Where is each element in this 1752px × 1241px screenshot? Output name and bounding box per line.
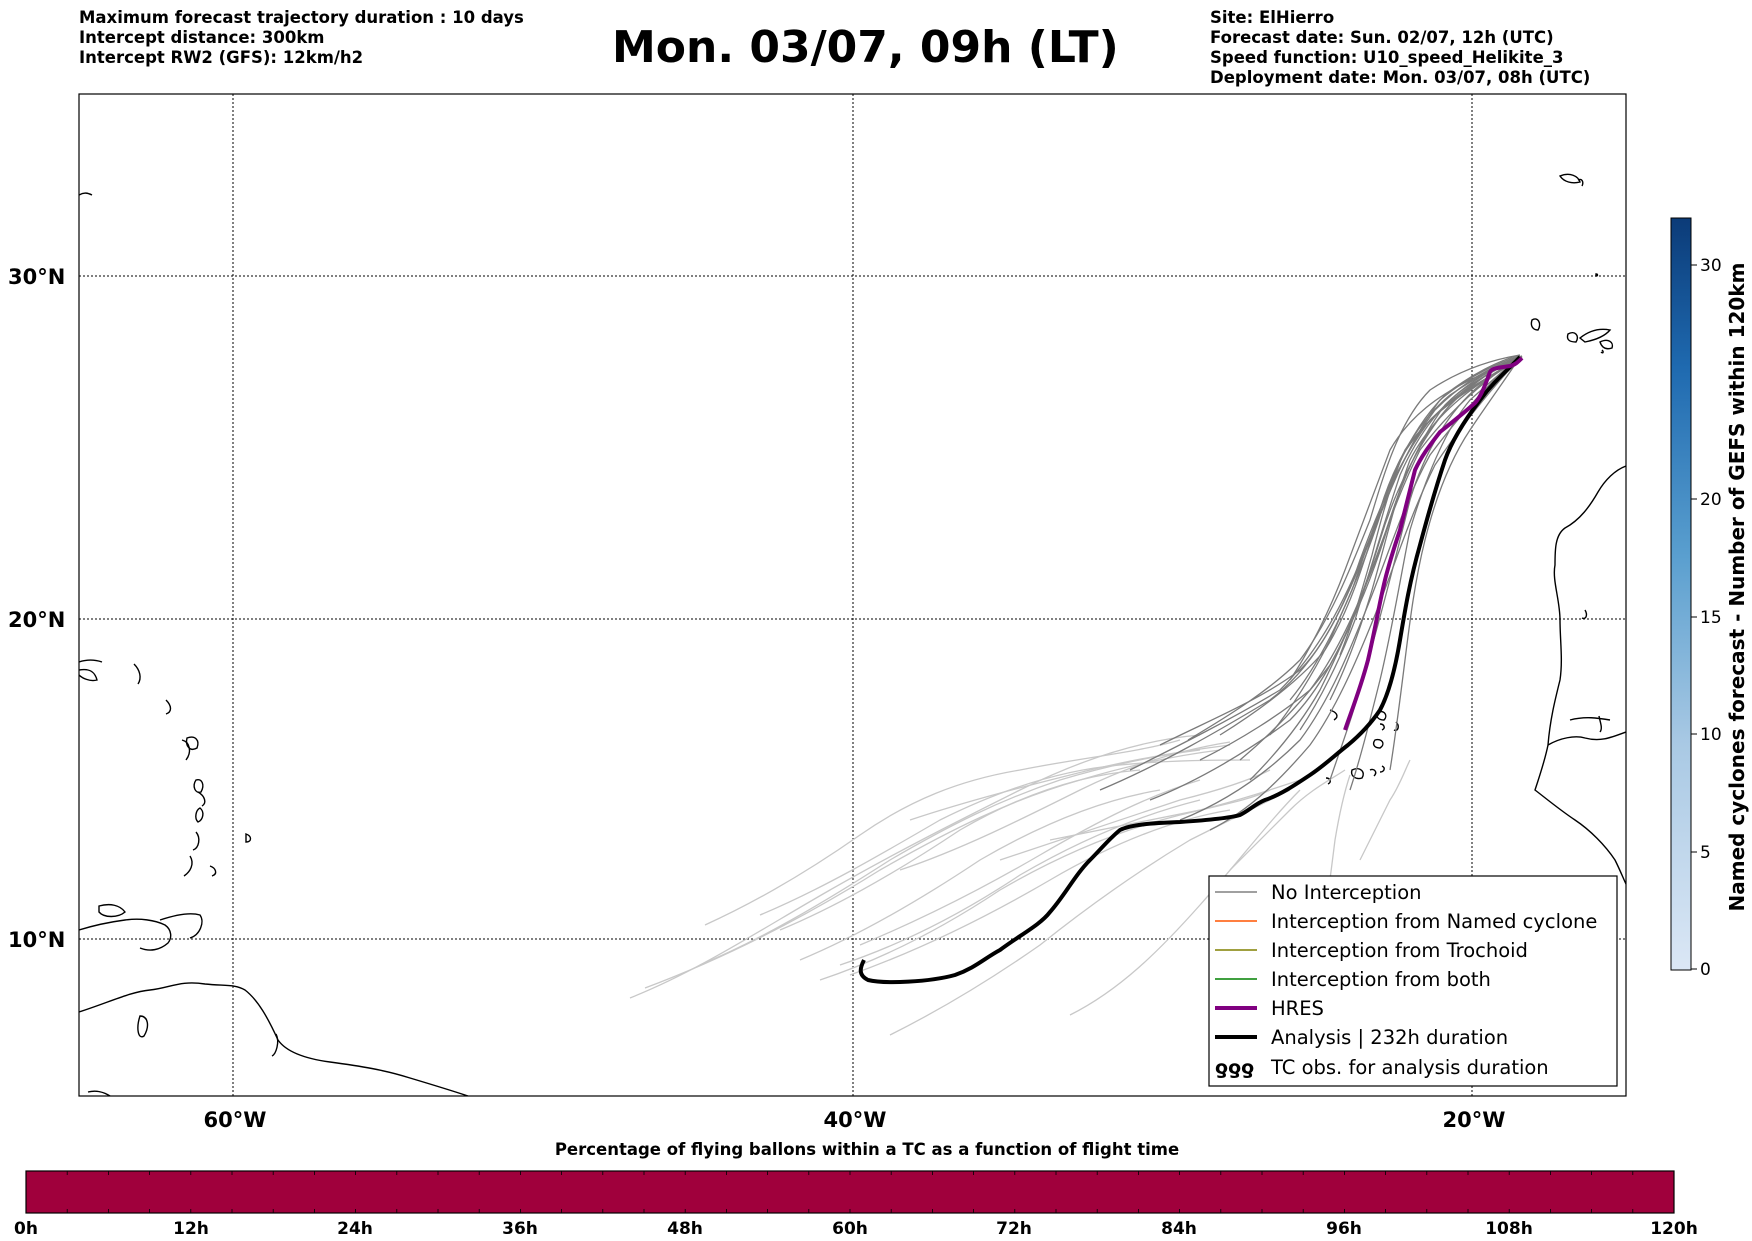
legend-label-tc-obs: TC obs. for analysis duration	[1270, 1056, 1549, 1079]
cb-right-tick-30: 30	[1700, 256, 1722, 276]
cb-bottom-tick-108h: 108h	[1485, 1219, 1533, 1239]
lon-label-20w: 20°W	[1443, 1108, 1506, 1132]
header-info-right: Site: ElHierro Forecast date: Sun. 02/07…	[1210, 8, 1590, 88]
legend-label-no-interception: No Interception	[1271, 881, 1422, 904]
lat-label-20n: 20°N	[8, 608, 65, 632]
colorbar-bottom-ticks: 0h 12h 24h 36h 48h 60h 72h 84h 96h 108h …	[14, 1219, 1698, 1239]
header-line-forecast-date: Forecast date: Sun. 02/07, 12h (UTC)	[1210, 28, 1554, 47]
legend-item-hres: HRES	[1215, 997, 1324, 1020]
cb-bottom-tick-84h: 84h	[1161, 1219, 1197, 1239]
page-title: Mon. 03/07, 09h (LT)	[612, 22, 1119, 73]
legend-item-trochoid: Interception from Trochoid	[1215, 939, 1528, 962]
header-line-distance: Intercept distance: 300km	[79, 28, 325, 47]
cb-right-tick-20: 20	[1700, 490, 1722, 510]
colorbar-bottom-title: Percentage of flying ballons within a TC…	[555, 1140, 1179, 1159]
legend-label-analysis: Analysis | 232h duration	[1271, 1026, 1508, 1049]
colorbar-right: 30 20 15 10 5 0 Named cyclones forecast …	[1670, 217, 1749, 980]
lon-label-60w: 60°W	[204, 1108, 267, 1132]
colorbar-right-gradient	[1670, 217, 1692, 971]
header-line-speed-function: Speed function: U10_speed_Helikite_3	[1210, 48, 1564, 67]
colorbar-right-ticks: 30 20 15 10 5 0	[1700, 256, 1722, 980]
header-line-deployment-date: Deployment date: Mon. 03/07, 08h (UTC)	[1210, 68, 1591, 87]
legend-item-tc-obs: ƍƍƍ TC obs. for analysis duration	[1215, 1056, 1549, 1079]
colorbar-bottom-bar	[25, 1170, 1675, 1214]
colorbar-right-label: Named cyclones forecast - Number of GEFS…	[1725, 263, 1749, 912]
header-line-site: Site: ElHierro	[1210, 8, 1335, 27]
cb-right-tick-15: 15	[1700, 608, 1722, 628]
map-frame	[78, 93, 1627, 1097]
lon-label-40w: 40°W	[824, 1108, 887, 1132]
legend-item-analysis: Analysis | 232h duration	[1215, 1026, 1508, 1049]
coastlines	[79, 173, 1626, 1096]
legend-label-named-cyclone: Interception from Named cyclone	[1271, 910, 1597, 933]
cb-right-tick-10: 10	[1700, 725, 1722, 745]
latitude-labels: 30°N 20°N 10°N	[8, 265, 65, 952]
longitude-labels: 60°W 40°W 20°W	[204, 1108, 1506, 1132]
cb-right-tick-5: 5	[1700, 843, 1711, 863]
cb-bottom-tick-36h: 36h	[502, 1219, 538, 1239]
colorbar-right-tickmarks	[1691, 264, 1697, 970]
cb-bottom-tick-120h: 120h	[1650, 1219, 1698, 1239]
legend-label-hres: HRES	[1271, 997, 1324, 1020]
cb-bottom-tick-96h: 96h	[1326, 1219, 1362, 1239]
legend: No Interception Interception from Named …	[1208, 875, 1618, 1087]
lat-label-10n: 10°N	[8, 928, 65, 952]
hres-trajectory	[1343, 356, 1524, 731]
legend-box	[1208, 875, 1618, 1087]
header-line-intercept: Intercept RW2 (GFS): 12km/h2	[79, 48, 364, 67]
colorbar-bottom: Percentage of flying ballons within a TC…	[14, 1140, 1698, 1239]
cb-right-tick-0: 0	[1700, 960, 1711, 980]
legend-item-named-cyclone: Interception from Named cyclone	[1215, 910, 1597, 933]
header-line-duration: Maximum forecast trajectory duration : 1…	[79, 8, 524, 27]
cb-bottom-tick-60h: 60h	[832, 1219, 868, 1239]
legend-item-both: Interception from both	[1215, 968, 1491, 991]
tc-obs-symbol-icon: ƍƍƍ	[1215, 1057, 1254, 1079]
legend-label-trochoid: Interception from Trochoid	[1271, 939, 1528, 962]
cb-bottom-tick-72h: 72h	[996, 1219, 1032, 1239]
cb-bottom-tick-48h: 48h	[667, 1219, 703, 1239]
legend-label-both: Interception from both	[1271, 968, 1491, 991]
lat-label-30n: 30°N	[8, 265, 65, 289]
analysis-trajectory	[858, 355, 1522, 985]
colorbar-bottom-segments	[66, 1171, 1634, 1213]
header-info-left: Maximum forecast trajectory duration : 1…	[79, 8, 524, 68]
legend-item-no-interception: No Interception	[1215, 881, 1422, 904]
cb-bottom-tick-0h: 0h	[14, 1219, 38, 1239]
cb-bottom-tick-24h: 24h	[337, 1219, 373, 1239]
cb-bottom-tick-12h: 12h	[173, 1219, 209, 1239]
